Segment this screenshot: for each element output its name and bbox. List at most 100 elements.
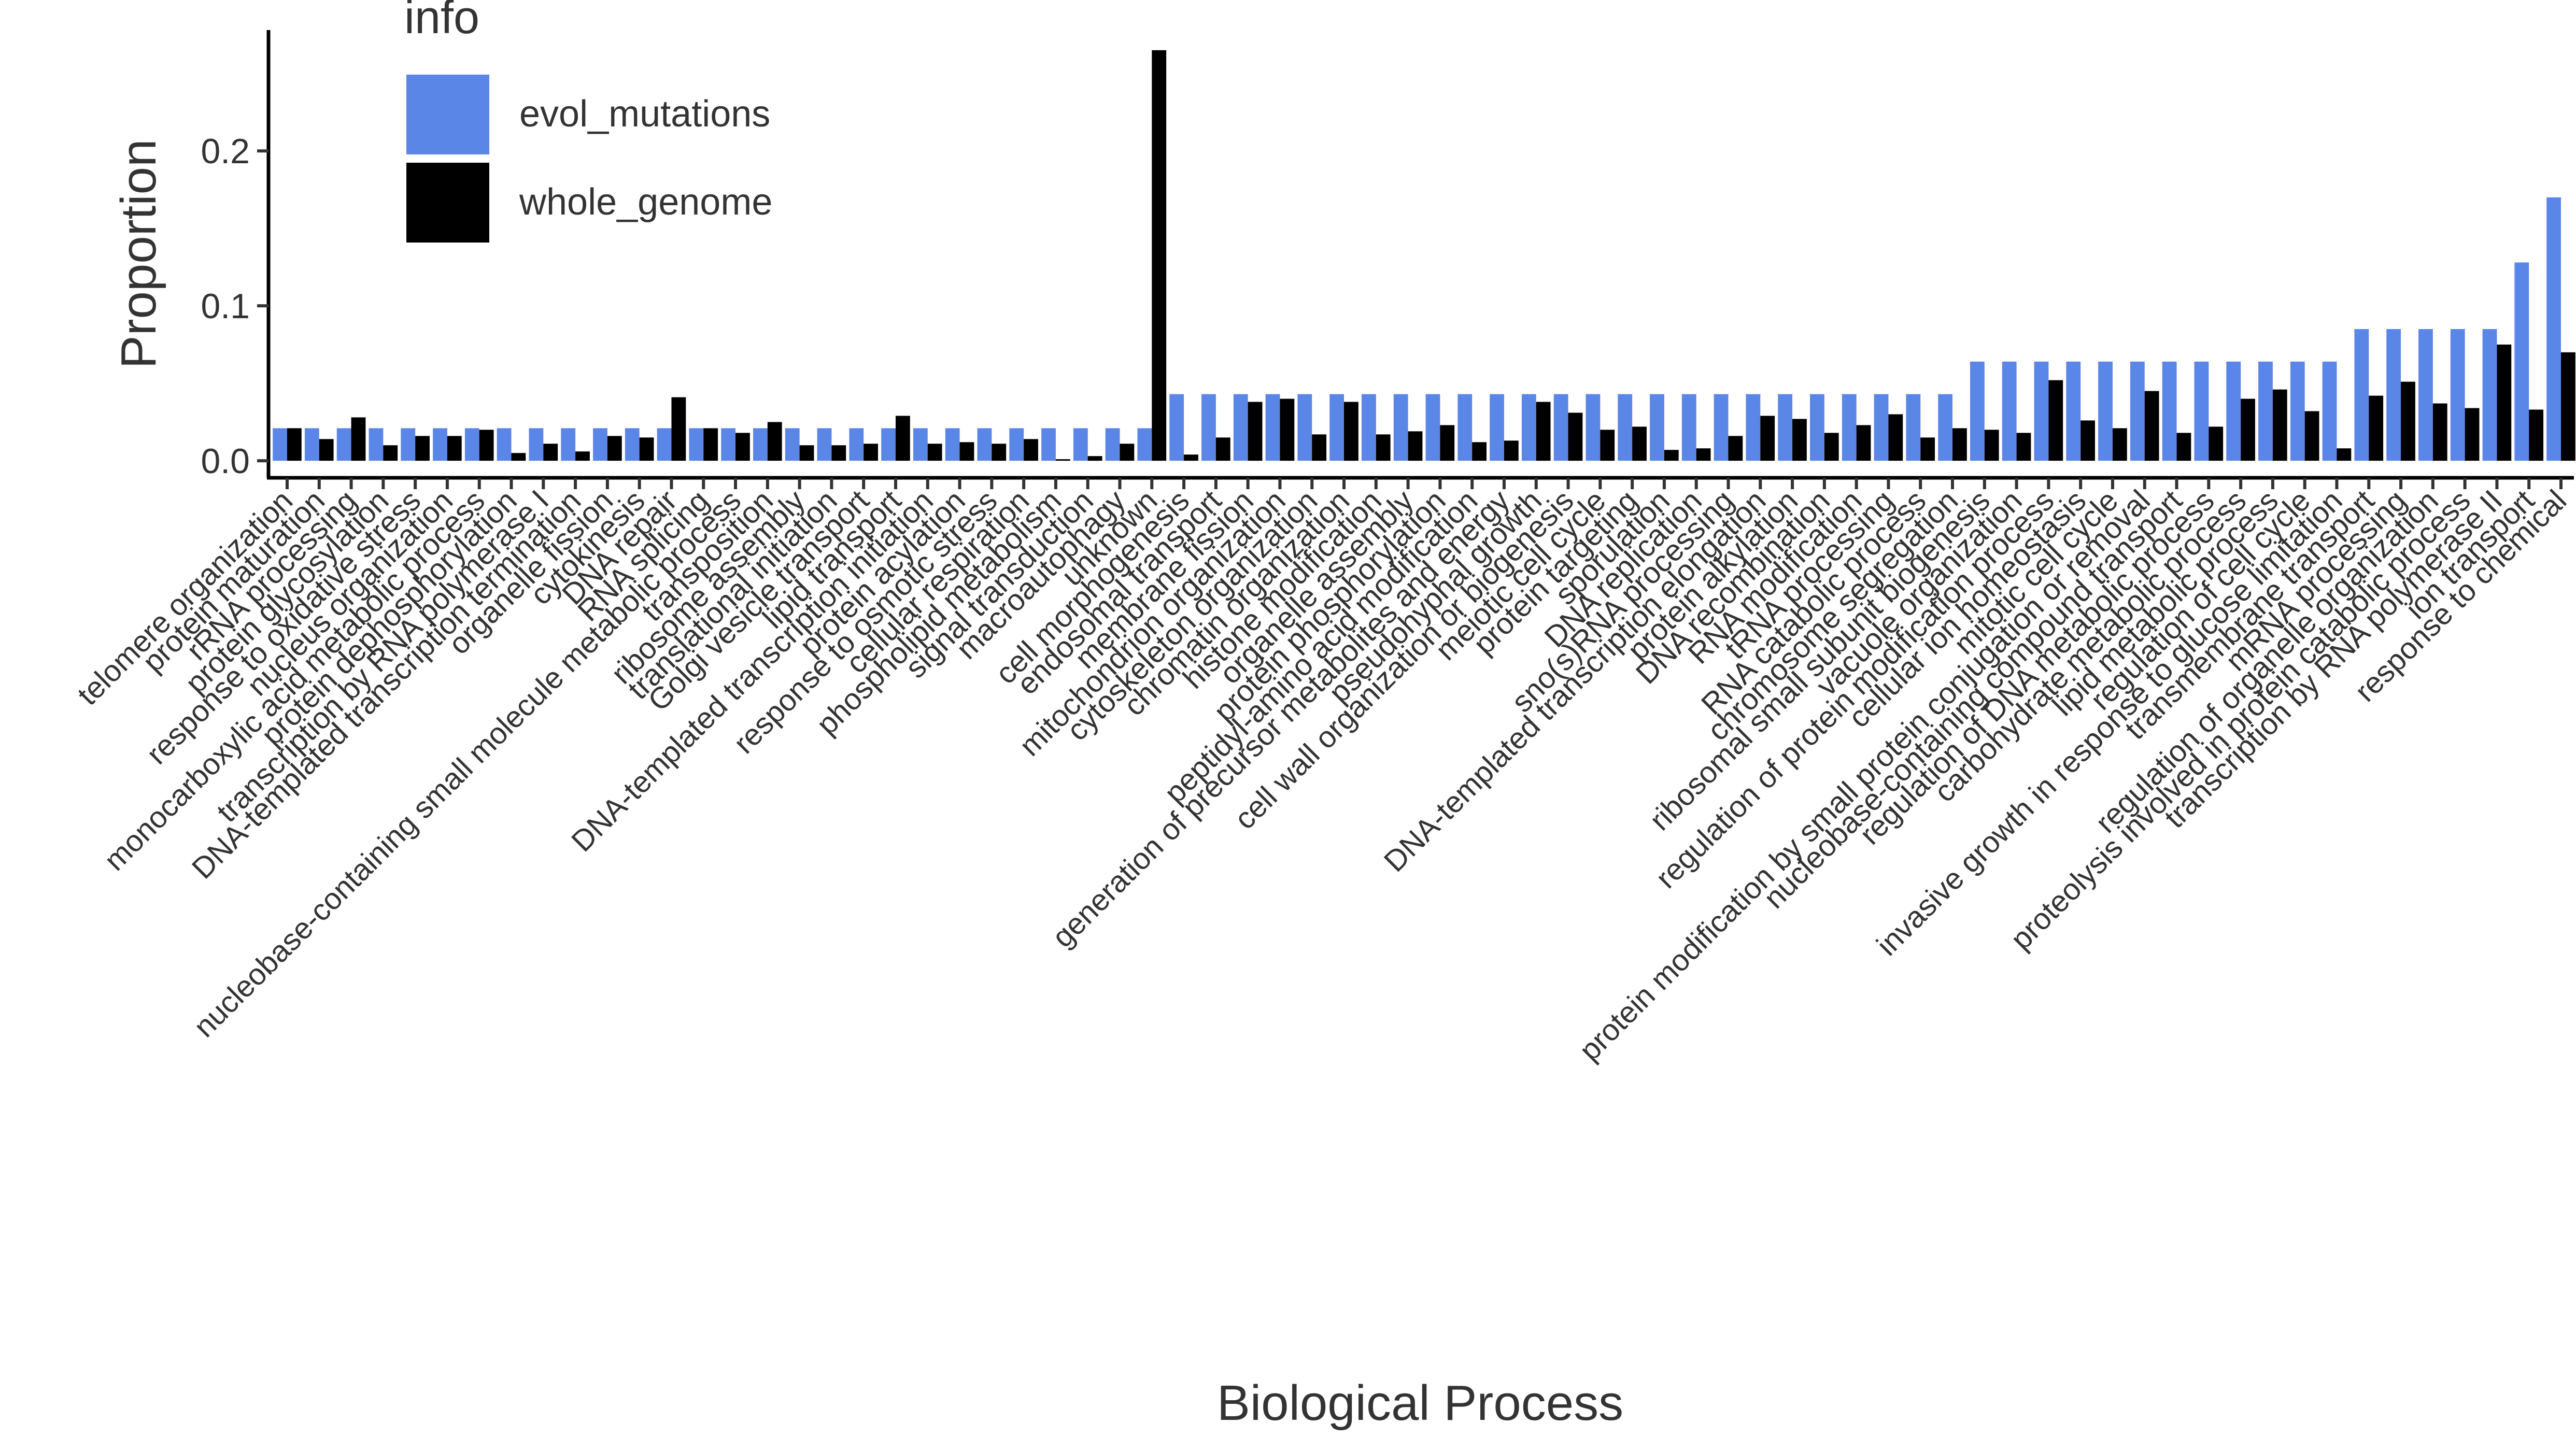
bar [1586, 394, 1601, 461]
bar [2226, 361, 2241, 461]
bar [2241, 399, 2255, 461]
bar [753, 428, 768, 461]
bar [1938, 394, 1953, 461]
bar [1105, 428, 1120, 461]
bar [2080, 420, 2095, 461]
bar [785, 428, 800, 461]
bar [1810, 394, 1824, 461]
bar [2258, 361, 2273, 461]
bar [2337, 448, 2352, 461]
bar [1297, 394, 1312, 461]
bar [1344, 402, 1358, 461]
bar [1055, 459, 1070, 461]
bar [1425, 394, 1440, 461]
bar [287, 428, 302, 461]
bar [1888, 414, 1903, 461]
bar [625, 428, 640, 461]
bar [2401, 381, 2415, 461]
bar [1874, 394, 1889, 461]
bar [1600, 430, 1615, 461]
bar [2112, 428, 2127, 461]
y-tick-label: 0.0 [201, 442, 250, 481]
bar [1265, 394, 1280, 461]
bar [1714, 394, 1729, 461]
bar [2322, 361, 2337, 461]
bar [1920, 437, 1935, 461]
bar [639, 437, 654, 461]
bar [1009, 428, 1024, 461]
bar [1728, 436, 1743, 461]
bar [1120, 444, 1135, 461]
bar [1457, 394, 1473, 461]
bar [2465, 408, 2480, 461]
bar [671, 397, 686, 461]
bar [1984, 430, 1999, 461]
bar [2002, 361, 2017, 461]
bar [2482, 329, 2497, 461]
bar [479, 430, 494, 461]
bar [2176, 433, 2191, 461]
bar [2162, 361, 2177, 461]
bar [2066, 361, 2081, 461]
bar [543, 444, 558, 461]
bar [703, 428, 718, 461]
bar [1696, 448, 1711, 461]
bar [864, 444, 879, 461]
bar [273, 428, 287, 461]
bar [1504, 440, 1519, 461]
bar [2034, 361, 2049, 461]
bar [2529, 409, 2544, 461]
bar [497, 428, 512, 461]
bar [1906, 394, 1921, 461]
bar [2130, 361, 2145, 461]
bar [2194, 361, 2209, 461]
bar [1137, 428, 1152, 461]
legend-swatch [406, 75, 489, 154]
bar [2386, 329, 2401, 461]
bar [1553, 394, 1568, 461]
y-axis-title: Proportion [111, 139, 166, 369]
bar [1248, 402, 1263, 461]
bar [1041, 428, 1056, 461]
bar [336, 428, 351, 461]
x-axis-title: Biological Process [1217, 1375, 1623, 1431]
bar [881, 428, 896, 461]
bar [1618, 394, 1633, 461]
y-tick-label: 0.1 [201, 287, 250, 326]
bar [2418, 329, 2433, 461]
bar [689, 428, 704, 461]
bar [1408, 431, 1423, 461]
bar [593, 428, 607, 461]
legend-title: info [404, 0, 479, 44]
bar [433, 428, 447, 461]
bar [849, 428, 864, 461]
bar [2016, 433, 2031, 461]
bar [2561, 352, 2575, 461]
bar [927, 444, 942, 461]
bar [2546, 197, 2561, 461]
bar [959, 442, 974, 461]
bar [1280, 399, 1295, 461]
bar [831, 445, 846, 461]
bar [767, 422, 782, 461]
bar [511, 453, 526, 461]
bar [1650, 394, 1664, 461]
bar [2048, 380, 2063, 461]
bar [2272, 389, 2287, 461]
bar [1664, 450, 1679, 461]
bar [1329, 394, 1344, 461]
bar [945, 428, 960, 461]
bar [2432, 403, 2447, 461]
bar [1842, 394, 1857, 461]
bar [2514, 262, 2529, 461]
bar [1970, 361, 1985, 461]
bar [1152, 50, 1167, 461]
bar [1087, 456, 1102, 461]
bar [2450, 329, 2465, 461]
bar [1952, 428, 1967, 461]
bar [1856, 425, 1871, 461]
bar [1746, 394, 1761, 461]
bar [607, 436, 622, 461]
